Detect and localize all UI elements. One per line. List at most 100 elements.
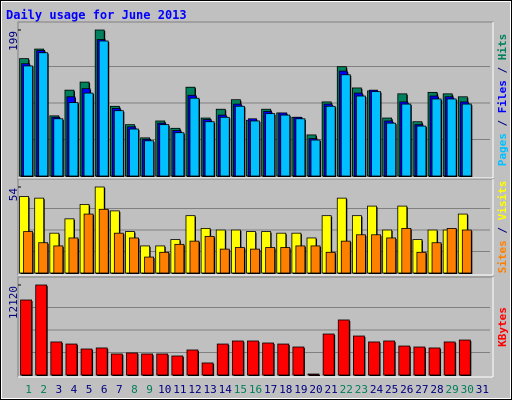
bar <box>50 341 63 376</box>
bar <box>446 98 457 177</box>
bar <box>325 105 336 177</box>
bar <box>280 114 291 177</box>
bar <box>113 110 124 177</box>
y-tick-label: 54 <box>7 188 20 202</box>
bar <box>461 103 472 177</box>
bar <box>98 40 109 177</box>
bar <box>204 235 215 274</box>
x-tick-label: 21 <box>325 383 338 396</box>
x-tick-label: 12 <box>188 383 201 396</box>
bar <box>156 353 169 376</box>
bar <box>186 349 199 376</box>
x-tick-label: 19 <box>294 383 307 396</box>
bar <box>35 284 48 376</box>
bar <box>129 237 139 274</box>
bar <box>129 128 139 177</box>
x-tick-label: 23 <box>355 383 368 396</box>
bar <box>110 353 123 376</box>
bar <box>356 95 366 177</box>
legend-separator: / <box>496 220 509 240</box>
bar <box>337 319 350 376</box>
bar <box>428 347 441 376</box>
bar <box>174 132 185 177</box>
bar <box>431 98 442 177</box>
x-tick-label: 6 <box>101 383 108 396</box>
bar <box>68 102 79 177</box>
bar <box>368 341 380 376</box>
bar <box>401 228 412 274</box>
x-tick-label: 8 <box>131 383 138 396</box>
x-tick-label: 29 <box>446 383 459 396</box>
bar <box>159 124 170 177</box>
bar <box>38 242 49 274</box>
bar <box>322 333 335 376</box>
legend-separator: / <box>496 113 509 133</box>
bar <box>446 228 457 274</box>
bar <box>201 362 214 376</box>
bar <box>356 234 366 274</box>
legend-entry: Visits <box>496 181 509 221</box>
bar <box>23 65 33 177</box>
bar <box>219 116 230 177</box>
bar <box>413 346 426 376</box>
bar <box>83 213 94 274</box>
x-tick-label: 31 <box>476 383 489 396</box>
bar <box>38 52 49 177</box>
x-tick-label: 17 <box>264 383 277 396</box>
bar <box>113 232 124 274</box>
bar <box>340 74 351 177</box>
bar <box>53 245 64 274</box>
bar <box>386 122 397 177</box>
bar <box>247 340 259 376</box>
bar <box>295 245 306 274</box>
x-tick-label: 4 <box>71 383 78 396</box>
legend: KBytes <box>496 307 509 347</box>
x-tick-label: 18 <box>279 383 292 396</box>
bar <box>234 105 245 177</box>
x-tick-label: 9 <box>146 383 153 396</box>
legend-entry: KBytes <box>496 307 509 347</box>
bar <box>216 343 229 376</box>
x-tick-label: 26 <box>400 383 413 396</box>
bar <box>262 342 275 376</box>
bar <box>458 339 471 376</box>
bar <box>265 247 276 274</box>
x-tick-label: 16 <box>249 383 262 396</box>
bar <box>443 341 456 376</box>
x-tick-label: 25 <box>385 383 398 396</box>
bar <box>401 103 412 177</box>
bar <box>340 240 351 274</box>
bar <box>53 118 64 177</box>
x-tick-label: 20 <box>309 383 322 396</box>
x-tick-label: 11 <box>173 383 186 396</box>
legend-separator: / <box>496 60 509 80</box>
bar <box>265 113 276 177</box>
bar <box>98 208 109 274</box>
bar <box>461 229 472 274</box>
x-tick-label: 2 <box>40 383 47 396</box>
bar <box>234 247 245 274</box>
bar <box>189 240 200 274</box>
bar <box>80 348 93 376</box>
bar <box>20 299 32 376</box>
bar <box>386 237 397 274</box>
bar <box>144 256 154 274</box>
bar <box>310 245 321 274</box>
legend: Pages / Files / Hits <box>496 34 509 167</box>
bar <box>295 118 306 177</box>
bar <box>171 355 184 376</box>
y-tick-label: 199 <box>7 31 20 51</box>
bar <box>371 91 381 177</box>
x-tick-label: 24 <box>370 383 384 396</box>
bar <box>68 237 79 274</box>
x-tick-label: 30 <box>461 383 474 396</box>
bar <box>310 139 321 177</box>
bar <box>23 231 33 274</box>
bar <box>144 140 154 177</box>
bar <box>65 343 78 376</box>
bar <box>431 242 442 274</box>
bar <box>250 120 260 177</box>
bar <box>83 92 94 177</box>
bar <box>126 352 138 376</box>
